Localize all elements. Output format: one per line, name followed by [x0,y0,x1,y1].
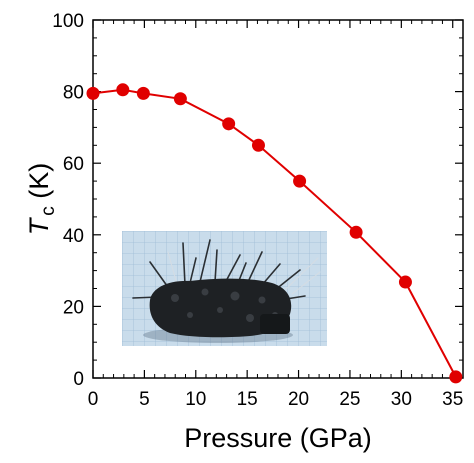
y-tick-label: 80 [63,83,84,104]
data-point [136,86,150,100]
y-tick-label: 40 [63,226,84,247]
data-point [173,92,187,106]
y-axis-unit: (K) [24,163,54,207]
x-tick-label: 20 [288,389,309,410]
data-point [86,86,100,100]
data-point [349,225,363,239]
y-axis-symbol: T [24,216,54,235]
y-tick-label: 60 [63,154,84,175]
data-point [293,174,307,188]
x-tick-label: 10 [185,389,206,410]
data-point [251,138,265,152]
y-tick-label: 0 [73,369,84,390]
tick-labels: 0 5 10 15 20 25 30 35 0 20 40 60 80 100 [52,11,463,410]
series-points [86,83,463,384]
data-point [449,370,463,384]
series-line [92,88,457,378]
x-tick-label: 5 [139,389,150,410]
y-axis-title: Tc (K) [24,163,59,236]
x-axis-title: Pressure (GPa) [184,423,372,453]
x-tick-label: 30 [391,389,412,410]
x-tick-label: 25 [339,389,360,410]
y-tick-label: 100 [52,11,84,32]
inset-sample-photo [122,231,327,346]
y-tick-label: 20 [63,297,84,318]
data-point [398,275,412,289]
data-point [222,117,236,131]
x-tick-label: 15 [237,389,258,410]
x-tick-label: 35 [442,389,463,410]
x-tick-label: 0 [88,389,99,410]
y-axis-subscript: c [38,206,59,216]
data-point [116,83,130,97]
